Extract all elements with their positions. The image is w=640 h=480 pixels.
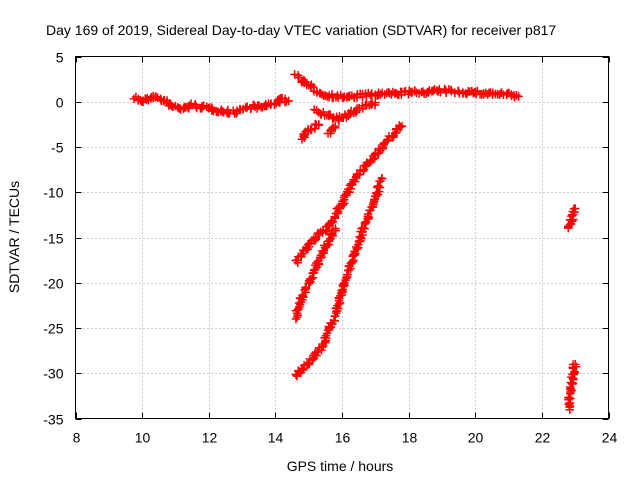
x-tick-label: 16 — [335, 430, 351, 446]
data-point — [397, 121, 407, 131]
x-tick-label: 20 — [468, 430, 484, 446]
data-point — [514, 92, 523, 101]
x-tick-label: 12 — [202, 430, 218, 446]
y-tick-label: -20 — [43, 276, 63, 292]
x-tick-label: 10 — [135, 430, 151, 446]
data-point — [300, 130, 309, 140]
data-point — [299, 365, 308, 374]
y-tick-label: -15 — [43, 231, 63, 247]
x-tick-labels: 8 10 12 14 16 18 20 22 24 — [73, 430, 618, 446]
chart-title: Day 169 of 2019, Sidereal Day-to-day VTE… — [46, 22, 556, 38]
x-tick-label: 24 — [602, 430, 618, 446]
data-point — [218, 107, 227, 116]
data-point — [284, 96, 293, 106]
y-tick-label: -30 — [43, 366, 63, 382]
data-point — [371, 98, 380, 107]
data-point — [301, 282, 310, 292]
y-tick-label: 0 — [56, 95, 64, 111]
data-point — [292, 371, 302, 381]
x-tick-label: 8 — [73, 430, 81, 446]
data-point — [331, 121, 340, 131]
data-point — [294, 73, 304, 82]
x-axis-label: GPS time / hours — [287, 458, 394, 474]
data-point — [301, 77, 310, 87]
x-tick-label: 18 — [402, 430, 418, 446]
data-point — [327, 229, 337, 239]
y-tick-label: -5 — [51, 140, 64, 156]
data-point — [354, 170, 364, 179]
y-tick-label: -10 — [43, 185, 63, 201]
data-point — [331, 224, 340, 233]
data-point — [570, 204, 580, 213]
x-tick-label: 14 — [268, 430, 284, 446]
data-point — [570, 359, 580, 369]
data-point — [424, 88, 433, 97]
data-point — [322, 241, 332, 250]
x-tick-label: 22 — [535, 430, 551, 446]
data-point — [314, 120, 323, 129]
data-point — [293, 255, 302, 265]
data-point — [374, 181, 383, 191]
data-point — [186, 99, 196, 108]
data-point — [306, 125, 316, 134]
data-point — [564, 393, 574, 402]
data-point — [322, 329, 332, 338]
y-axis-label: SDTVAR / TECUs — [6, 181, 22, 293]
axis-ticks — [75, 56, 610, 420]
y-tick-labels: -35 -30 -25 -20 -15 -10 -5 0 5 — [43, 50, 63, 428]
grid-lines — [75, 56, 609, 419]
data-points — [129, 70, 581, 415]
y-tick-label: -25 — [43, 321, 63, 337]
data-point — [294, 298, 304, 308]
data-point — [377, 174, 387, 183]
data-point — [570, 367, 579, 377]
y-tick-label: 5 — [56, 50, 64, 66]
y-tick-label: -35 — [43, 412, 63, 428]
